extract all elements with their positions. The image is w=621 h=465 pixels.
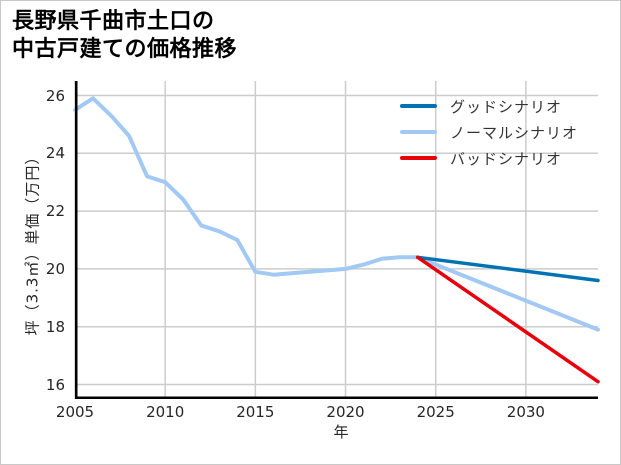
legend: グッドシナリオ ノーマルシナリオ バッドシナリオ (400, 93, 578, 171)
chart-title: 長野県千曲市土口の 中古戸建ての価格推移 (12, 9, 238, 62)
good-scenario-line-swatch (400, 104, 437, 108)
y-tick-label: 20 (45, 259, 65, 278)
legend-label-normal-scenario: ノーマルシナリオ (450, 123, 579, 142)
chart-canvas (73, 81, 600, 399)
legend-label-good-scenario: グッドシナリオ (450, 97, 563, 116)
y-tick-label: 26 (45, 86, 65, 105)
y-tick-label: 24 (45, 144, 65, 163)
plot-area (73, 81, 600, 399)
x-axis-title: 年 (333, 423, 349, 441)
legend-item-normal-scenario: ノーマルシナリオ (400, 119, 578, 145)
x-tick-label: 2015 (236, 403, 275, 421)
x-tick-label: 2010 (146, 403, 185, 421)
x-tick-label: 2020 (326, 403, 365, 421)
normal-scenario-line-swatch (400, 130, 437, 134)
y-tick-label: 16 (45, 375, 65, 394)
x-axis-tick-labels: 2005 2010 2015 2020 2025 2030 (56, 403, 598, 423)
x-tick-label: 2030 (506, 403, 545, 421)
x-tick-label: 2005 (55, 403, 95, 421)
x-tick-label: 2025 (416, 403, 455, 421)
y-axis-tick-labels: 16 18 20 22 24 26 (1, 81, 68, 399)
bad-scenario-line-swatch (400, 156, 437, 160)
legend-item-good-scenario: グッドシナリオ (400, 93, 578, 119)
legend-label-bad-scenario: バッドシナリオ (450, 149, 563, 168)
y-tick-label: 18 (45, 317, 65, 336)
y-tick-label: 22 (45, 202, 65, 221)
legend-item-bad-scenario: バッドシナリオ (400, 145, 578, 171)
